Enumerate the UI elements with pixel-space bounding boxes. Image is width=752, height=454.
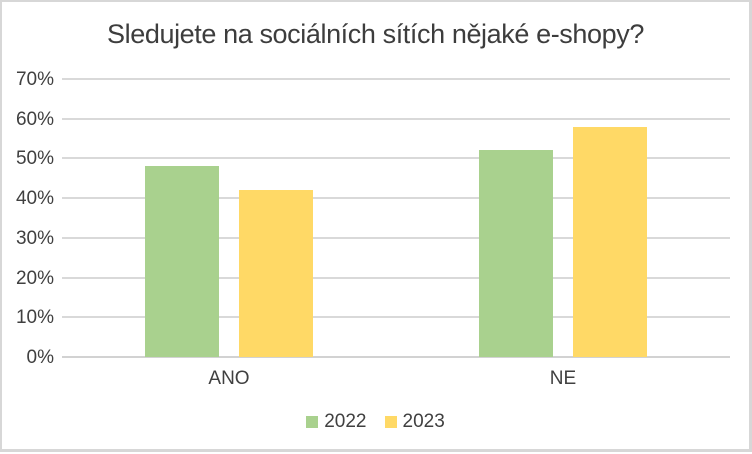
legend: 2022 2023 (2, 412, 749, 431)
y-axis: 0% 10% 20% 30% 40% 50% 60% 70% (2, 2, 54, 454)
y-tick-label: 40% (15, 188, 54, 210)
y-tick-label: 20% (15, 267, 54, 289)
legend-label: 2022 (324, 411, 367, 432)
legend-label: 2023 (402, 411, 445, 432)
y-tick-label: 10% (15, 307, 54, 329)
bar-ne-2022 (479, 150, 553, 357)
legend-item-2022: 2022 (306, 411, 367, 432)
bar-ano-2022 (145, 166, 219, 357)
legend-swatch-icon (306, 415, 319, 428)
chart-title: Sledujete na sociálních sítích nějaké e-… (107, 19, 644, 49)
legend-item-2023: 2023 (384, 411, 445, 432)
gridline (62, 276, 730, 279)
gridline (62, 316, 730, 319)
gridline (62, 236, 730, 239)
gridline (62, 157, 730, 160)
x-axis-line (62, 356, 730, 358)
x-axis: ANO NE (2, 368, 752, 392)
y-tick-label: 30% (15, 227, 54, 249)
bar-ne-2023 (573, 126, 647, 357)
x-category-label-ne: NE (549, 368, 577, 389)
y-tick-label: 60% (15, 108, 54, 130)
x-category-label-ano: ANO (208, 368, 250, 389)
y-tick-label: 50% (15, 148, 54, 170)
bar-ano-2023 (239, 190, 313, 357)
plot-area (62, 78, 730, 358)
gridline (62, 78, 730, 80)
y-tick-label: 0% (26, 347, 54, 368)
legend-swatch-icon (384, 415, 397, 428)
gridline (62, 197, 730, 200)
gridline (62, 117, 730, 120)
y-tick-label: 70% (15, 69, 54, 90)
